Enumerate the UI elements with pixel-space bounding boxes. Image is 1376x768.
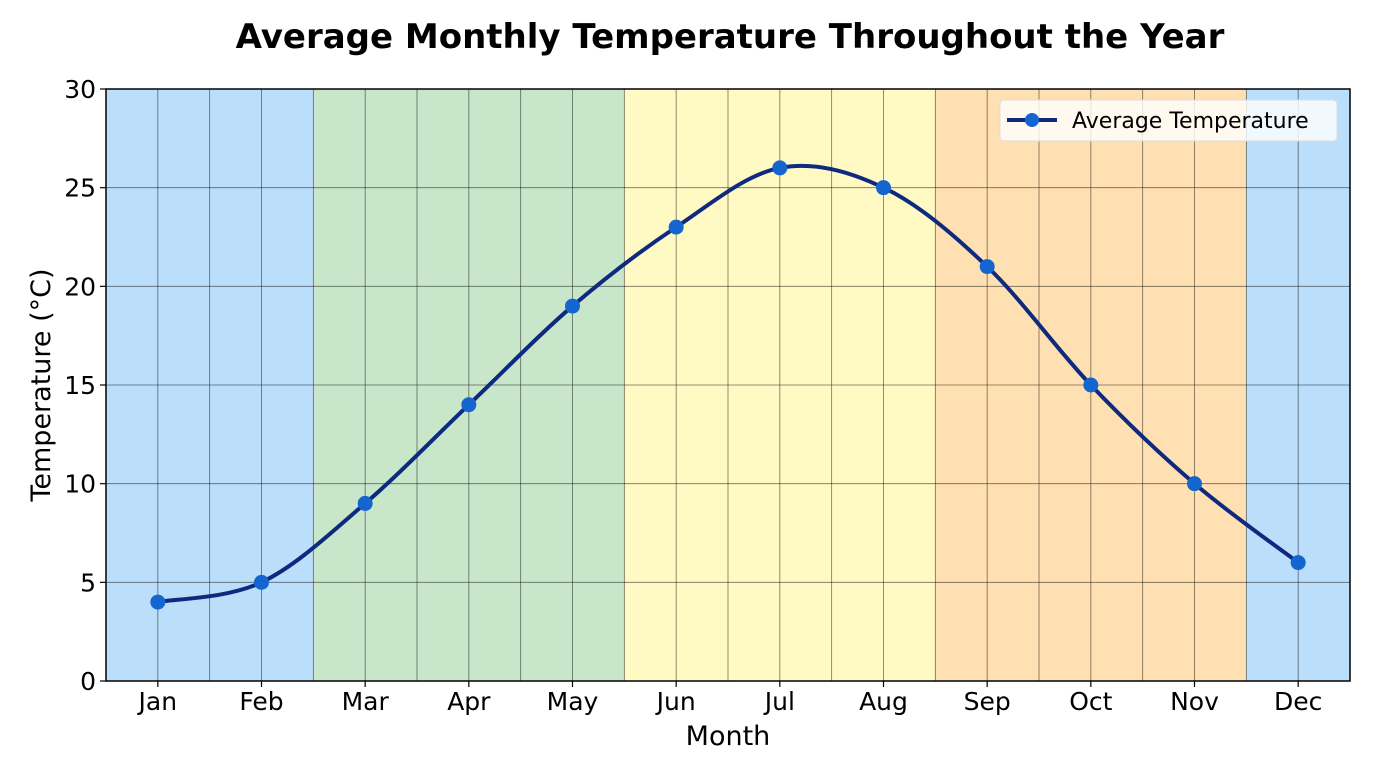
x-tick-label: Jan (137, 687, 178, 716)
x-tick-label: Jul (763, 687, 795, 716)
data-point (979, 259, 995, 275)
x-tick-label: Nov (1170, 687, 1219, 716)
data-point (1083, 377, 1099, 393)
legend: Average Temperature (999, 99, 1338, 142)
data-point (668, 219, 684, 235)
chart-title: Average Monthly Temperature Throughout t… (236, 17, 1225, 57)
y-tick-label: 20 (64, 272, 96, 301)
x-tick-label: Aug (859, 687, 908, 716)
data-point (1187, 476, 1202, 492)
legend-label: Average Temperature (1072, 109, 1309, 134)
data-point (1290, 555, 1306, 571)
data-point (357, 495, 373, 511)
x-tick-label: Sep (964, 687, 1011, 716)
y-tick-label: 5 (80, 568, 96, 597)
x-axis-label: Month (686, 721, 771, 752)
data-point (254, 574, 269, 590)
data-point (150, 594, 166, 610)
data-point (876, 180, 891, 196)
y-tick-label: 15 (64, 371, 96, 400)
y-tick-label: 0 (80, 667, 96, 696)
x-tick-label: Dec (1274, 687, 1322, 716)
x-tick-label: Mar (342, 687, 390, 716)
data-point (565, 298, 580, 314)
y-tick-label: 25 (64, 174, 96, 203)
x-tick-label: Feb (239, 687, 283, 716)
x-tick-label: May (547, 687, 599, 716)
y-tick-label: 30 (64, 75, 96, 104)
legend-marker (1025, 113, 1039, 127)
y-tick-label: 10 (64, 470, 96, 499)
legend-box (999, 99, 1338, 142)
data-point (772, 160, 788, 176)
x-tick-label: Apr (447, 687, 491, 716)
x-tick-label: Jun (655, 687, 696, 716)
y-axis-label: Temperature (°C) (26, 268, 57, 502)
x-tick-label: Oct (1069, 687, 1112, 716)
data-point (461, 397, 477, 413)
